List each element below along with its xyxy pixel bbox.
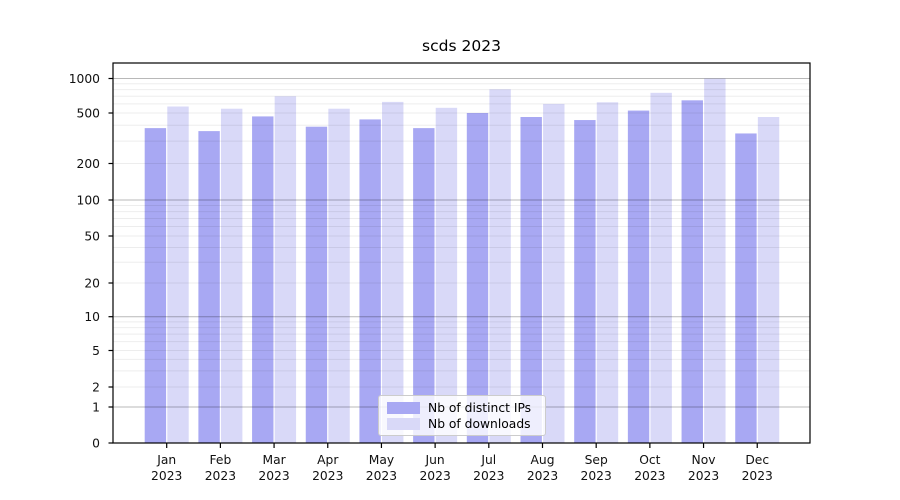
- y-tick-label: 2: [92, 380, 100, 394]
- bar-downloads-oct: [650, 92, 672, 444]
- legend-swatch-downloads: [387, 417, 420, 430]
- bar-downloads-nov: [704, 78, 726, 443]
- bar-downloads-apr: [328, 108, 350, 443]
- y-tick-label: 1000: [69, 72, 100, 86]
- legend-label-downloads: Nb of downloads: [428, 416, 531, 431]
- x-tick-label-year: 2023: [527, 469, 558, 483]
- x-tick-label-year: 2023: [258, 469, 289, 483]
- bar-distinct-ips-apr: [305, 126, 328, 444]
- bar-downloads-mar: [274, 96, 297, 443]
- x-tick-label-year: 2023: [581, 469, 612, 483]
- x-tick-label-month: Nov: [692, 453, 716, 467]
- x-tick-label-year: 2023: [473, 469, 504, 483]
- bar-distinct-ips-mar: [252, 116, 274, 444]
- bar-downloads-feb: [220, 108, 243, 443]
- y-tick-label: 0: [92, 436, 100, 450]
- bar-downloads-dec: [757, 116, 780, 443]
- legend-swatch-distinct-ips: [387, 401, 420, 414]
- y-tick-label: 100: [77, 193, 100, 207]
- x-tick-label-month: Jul: [480, 453, 496, 467]
- x-tick-label-year: 2023: [688, 469, 719, 483]
- bar-downloads-jun: [435, 107, 458, 443]
- bar-distinct-ips-jan: [144, 128, 167, 443]
- bar-distinct-ips-aug: [520, 116, 542, 443]
- bar-downloads-aug: [543, 103, 565, 443]
- bar-distinct-ips-dec: [735, 133, 757, 443]
- x-tick-label-year: 2023: [151, 469, 182, 483]
- y-tick-label: 10: [84, 310, 100, 324]
- bar-distinct-ips-oct: [627, 110, 650, 444]
- x-tick-label-year: 2023: [205, 469, 236, 483]
- bar-distinct-ips-nov: [681, 100, 703, 444]
- y-tick-label: 500: [77, 106, 100, 120]
- x-tick-label-year: 2023: [634, 469, 665, 483]
- plot-border: [112, 62, 811, 444]
- x-tick-label-year: 2023: [742, 469, 773, 483]
- x-tick-label-year: 2023: [366, 469, 397, 483]
- x-tick-label-year: 2023: [312, 469, 343, 483]
- x-tick-label-month: Mar: [262, 453, 286, 467]
- x-tick-label-month: Jan: [156, 453, 176, 467]
- legend-item-downloads: Nb of downloads: [387, 416, 537, 431]
- y-tick-label: 50: [84, 229, 100, 243]
- x-tick-label-month: Feb: [209, 453, 231, 467]
- x-tick-label-month: Aug: [530, 453, 554, 467]
- bar-downloads-sep: [596, 102, 619, 443]
- x-tick-label-month: Jun: [425, 453, 445, 467]
- bar-downloads-jul: [489, 89, 511, 443]
- bar-downloads-may: [382, 101, 404, 443]
- y-tick-label: 20: [84, 276, 100, 290]
- legend-item-distinct-ips: Nb of distinct IPs: [387, 400, 537, 415]
- y-tick-label: 5: [92, 344, 100, 358]
- x-tick-label-month: Sep: [585, 453, 608, 467]
- y-tick-label: 200: [77, 157, 100, 171]
- x-tick-label-year: 2023: [419, 469, 450, 483]
- bar-distinct-ips-jun: [413, 128, 435, 443]
- x-tick-label-month: May: [369, 453, 394, 467]
- y-tick-label: 1: [92, 400, 100, 414]
- bar-distinct-ips-may: [359, 119, 381, 444]
- bar-downloads-jan: [167, 106, 189, 443]
- x-tick-label-month: Apr: [317, 453, 339, 467]
- bar-distinct-ips-feb: [198, 131, 220, 443]
- legend: Nb of distinct IPs Nb of downloads: [378, 395, 546, 436]
- legend-label-distinct-ips: Nb of distinct IPs: [428, 400, 532, 415]
- chart-title: scds 2023: [422, 37, 501, 55]
- bar-distinct-ips-sep: [574, 120, 596, 443]
- x-tick-label-month: Oct: [639, 453, 660, 467]
- bar-distinct-ips-jul: [466, 113, 489, 443]
- x-tick-label-month: Dec: [745, 453, 769, 467]
